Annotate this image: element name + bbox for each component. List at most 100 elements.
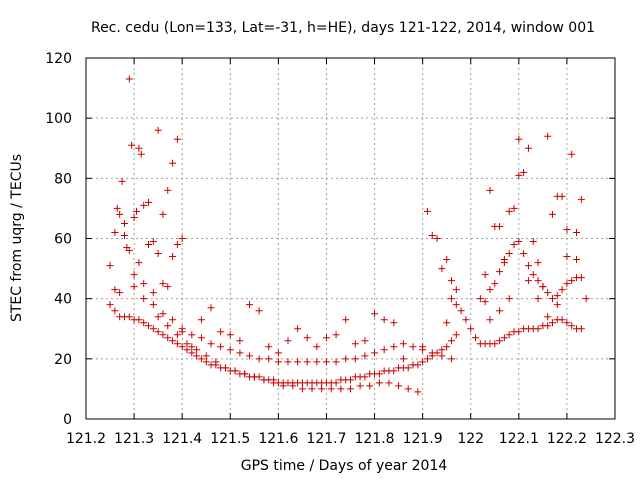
data-point (491, 340, 499, 348)
data-point (173, 340, 181, 348)
data-point (573, 228, 581, 236)
data-point (452, 286, 460, 294)
data-point (118, 177, 126, 185)
data-point (135, 144, 143, 152)
x-tick-label: 121.4 (162, 431, 202, 447)
data-point (159, 331, 167, 339)
data-point (553, 292, 561, 300)
data-point (202, 352, 210, 360)
data-point (113, 204, 121, 212)
data-point (274, 349, 282, 357)
data-point (496, 222, 504, 230)
data-point (544, 132, 552, 140)
chart-title: Rec. cedu (Lon=133, Lat=-31, h=HE), days… (91, 20, 595, 36)
data-point (548, 210, 556, 218)
y-tick-label: 20 (54, 352, 72, 368)
data-point (356, 382, 364, 390)
data-point (433, 235, 441, 242)
data-point (265, 355, 273, 363)
data-point (241, 370, 249, 378)
data-point (193, 352, 201, 360)
data-point (250, 373, 258, 381)
data-point (149, 325, 157, 333)
x-tick-label: 122 (457, 431, 484, 447)
data-point (390, 367, 398, 375)
data-point (236, 349, 244, 357)
data-point (342, 316, 350, 324)
data-point (409, 361, 417, 369)
data-point (568, 150, 576, 158)
data-point (169, 253, 177, 261)
data-point (125, 247, 133, 255)
data-point (322, 358, 330, 366)
data-point (322, 334, 330, 342)
data-point (515, 238, 523, 246)
data-point (236, 337, 244, 345)
data-point (371, 349, 379, 357)
data-point (207, 340, 215, 348)
data-point (428, 231, 436, 239)
data-point (486, 286, 494, 294)
data-point (534, 295, 542, 303)
data-point (303, 358, 311, 366)
data-point (217, 328, 225, 336)
data-point (135, 259, 143, 267)
data-point (289, 382, 297, 390)
data-point (558, 286, 566, 294)
data-point (409, 343, 417, 351)
data-point (544, 289, 552, 297)
data-point (404, 385, 412, 393)
data-point (390, 319, 398, 327)
data-point (568, 322, 576, 330)
data-point (438, 352, 446, 360)
data-point (347, 385, 354, 393)
data-point (106, 262, 114, 270)
data-point (246, 301, 254, 309)
data-point (111, 307, 119, 315)
data-point (154, 313, 162, 321)
data-point (505, 295, 513, 303)
data-point (327, 385, 335, 393)
data-point (529, 238, 537, 246)
data-point (486, 316, 494, 324)
data-point (178, 343, 186, 351)
data-point (524, 262, 532, 270)
data-point (510, 241, 518, 249)
data-point (332, 379, 340, 387)
data-point (366, 382, 374, 390)
data-point (544, 313, 552, 321)
data-point (188, 343, 196, 351)
data-point (443, 343, 451, 351)
data-point (476, 295, 484, 303)
data-point (452, 301, 460, 309)
y-tick-label: 40 (54, 292, 72, 308)
data-point (145, 241, 153, 249)
data-point (462, 316, 470, 324)
data-point (419, 343, 427, 351)
x-tick-label: 121.2 (66, 431, 106, 447)
data-point (505, 250, 513, 258)
data-point (178, 328, 186, 336)
x-tick-label: 122.2 (547, 431, 587, 447)
data-point (226, 331, 234, 339)
data-point (313, 358, 321, 366)
y-tick-label: 120 (45, 51, 72, 67)
data-point (169, 159, 177, 167)
data-point (548, 295, 556, 303)
data-point (496, 337, 504, 345)
data-point (472, 334, 480, 342)
data-point (582, 295, 590, 303)
data-point (217, 343, 225, 351)
data-point (351, 340, 359, 348)
data-point (577, 325, 585, 333)
data-point (120, 219, 128, 227)
data-point (447, 355, 455, 363)
x-tick-label: 122.1 (499, 431, 539, 447)
data-point (246, 352, 254, 360)
data-point (481, 271, 489, 279)
data-point (361, 373, 369, 381)
data-point (452, 331, 460, 339)
data-point (154, 250, 162, 258)
data-point (226, 346, 234, 354)
data-point (351, 355, 359, 363)
